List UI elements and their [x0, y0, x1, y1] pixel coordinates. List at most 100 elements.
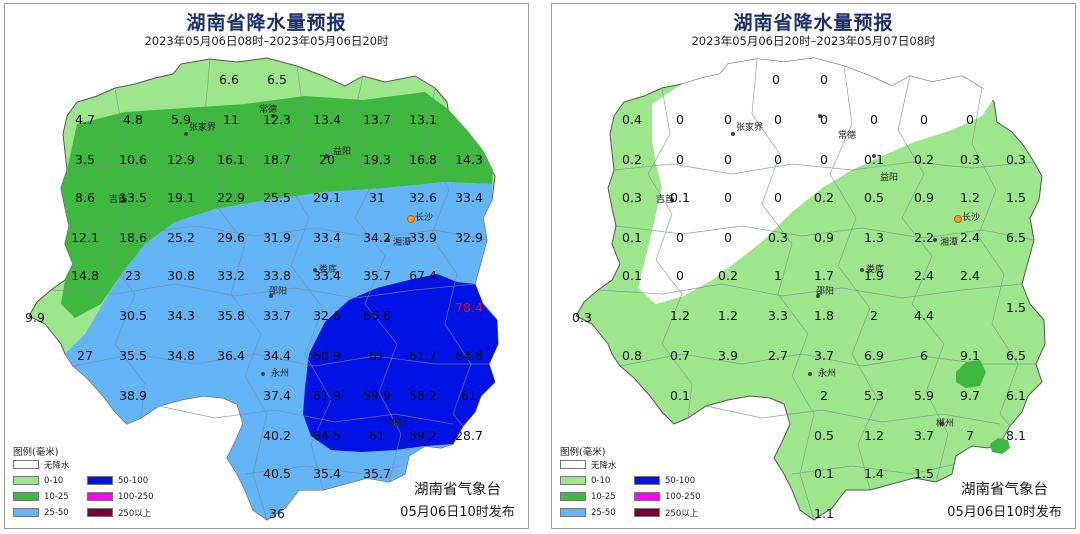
rainfall-value: 34.8	[167, 348, 195, 363]
rainfall-value: 19.3	[363, 152, 391, 167]
rainfall-value: 2.4	[960, 268, 980, 283]
rainfall-value: 30.8	[167, 268, 195, 283]
legend-label: 无降水	[44, 460, 70, 471]
rainfall-value: 31	[369, 190, 385, 205]
hunan-rainfall-map-left: 张家界 常德 益阳 吉首 长沙 湘潭 娄底 邵阳 永州 郴州 6.6 6.5 4.7…	[25, 57, 499, 521]
rainfall-value: 3.9	[718, 348, 738, 363]
rainfall-value: 61.7	[409, 348, 437, 363]
rainfall-value: 3.5	[75, 152, 95, 167]
rainfall-value: 0	[820, 72, 828, 87]
legend-swatch	[13, 460, 39, 469]
rainfall-value: 65.6	[363, 308, 391, 323]
legend-label: 0-10	[44, 475, 64, 486]
forecast-map-panel-left: 张家界 常德 益阳 吉首 长沙 湘潭 娄底 邵阳 永州 郴州 6.6 6.5 4.7…	[4, 3, 529, 529]
rainfall-value: 25.5	[263, 190, 291, 205]
legend-label: 25-50	[44, 507, 69, 518]
legend-item-50-100: 50-100	[87, 475, 148, 486]
city-label: 湘潭	[393, 236, 411, 248]
rainfall-value: 22.9	[217, 190, 245, 205]
rainfall-value: 18.6	[119, 230, 147, 245]
rainfall-value: 10.6	[119, 152, 147, 167]
legend-title: 图例(毫米)	[13, 447, 59, 458]
city-label: 常德	[838, 129, 856, 141]
city-label: 永州	[271, 367, 289, 379]
rainfall-value: 13.5	[119, 190, 147, 205]
rainfall-value: 33.9	[409, 230, 437, 245]
rainfall-value: 0	[772, 72, 780, 87]
legend-item-100-250: 100-250	[87, 491, 154, 502]
legend-label: 250以上	[665, 508, 699, 519]
legend-swatch	[560, 460, 586, 469]
rainfall-value: 33.4	[455, 190, 483, 205]
rainfall-value: 59.2	[409, 428, 437, 443]
rainfall-value: 0	[676, 152, 684, 167]
rainfall-value: 8.1	[1006, 428, 1026, 443]
rainfall-value: 0.3	[572, 310, 592, 325]
hunan-rainfall-map-right: 张家界 常德 益阳 吉首 长沙 湘潭 娄底 邵阳 永州 郴州 0 00.4 0 0 0 0…	[572, 57, 1046, 521]
issue-time: 05月06日10时发布	[947, 505, 1062, 520]
legend-swatch	[87, 492, 113, 501]
city-label: 张家界	[189, 121, 216, 133]
rainfall-value: 2	[820, 388, 828, 403]
legend-item-50-100: 50-100	[634, 475, 695, 486]
rainfall-value: 14.8	[71, 268, 99, 283]
rainfall-value: 34.4	[263, 348, 291, 363]
rainfall-value: 2.4	[914, 268, 934, 283]
rainfall-value: 14.3	[455, 152, 483, 167]
rainfall-value: 13.7	[363, 112, 391, 127]
rainfall-value: 61	[369, 348, 385, 363]
rainfall-value: 61	[461, 388, 477, 403]
rainfall-value: 0.8	[622, 348, 642, 363]
rainfall-value: 33.8	[263, 268, 291, 283]
map-title: 湖南省降水量预报	[733, 12, 894, 34]
rainfall-value: 1	[774, 268, 782, 283]
legend-label: 50-100	[665, 475, 696, 486]
rainfall-value: 0	[920, 112, 928, 127]
rainfall-value: 36.4	[217, 348, 245, 363]
rainfall-value: 5.3	[864, 388, 884, 403]
city-label: 郴州	[389, 417, 407, 429]
rainfall-value: 2.4	[960, 230, 980, 245]
legend-swatch	[87, 476, 113, 485]
rainfall-value: 19.1	[167, 190, 195, 205]
rainfall-value: 0.1	[622, 268, 642, 283]
rainfall-value: 1.9	[864, 268, 884, 283]
legend-label: 100-250	[118, 491, 154, 502]
rainfall-value: 29.1	[313, 190, 341, 205]
legend-swatch	[560, 476, 586, 485]
rainfall-value: 6.6	[219, 72, 239, 87]
rainfall-value: 0	[774, 112, 782, 127]
rainfall-value: 1.2	[960, 190, 980, 205]
legend-label: 10-25	[591, 491, 616, 502]
map-date-range: 2023年05月06日20时–2023年05月07日08时	[691, 34, 936, 48]
city-label: 吉首	[656, 193, 674, 205]
rainfall-value: 0	[820, 152, 828, 167]
legend-swatch	[87, 508, 113, 517]
rainfall-value: 38.9	[119, 388, 147, 403]
rainfall-value: 16.1	[217, 152, 245, 167]
rainfall-value: 23	[125, 268, 141, 283]
map-title: 湖南省降水量预报	[186, 12, 347, 34]
rainfall-value: 6.5	[267, 72, 287, 87]
rainfall-value: 0.9	[814, 230, 834, 245]
rainfall-value: 0.5	[814, 428, 834, 443]
rainfall-value: 1.2	[670, 308, 690, 323]
rainfall-value: 1.3	[864, 230, 884, 245]
city-label: 娄底	[319, 263, 337, 275]
rainfall-values: 6.6 6.5 4.7 4.8 5.9 11 12.3 13.4 13.7 13.1 3.5 10.6…	[25, 72, 483, 521]
map-legend: 图例(毫米) 无降水 0-10 10-25 25-50 50-100 100-2…	[560, 444, 710, 528]
rainfall-value: 67.4	[409, 268, 437, 283]
rainfall-value: 0	[724, 152, 732, 167]
rainfall-value: 4.4	[914, 308, 934, 323]
rainfall-value: 0	[966, 112, 974, 127]
legend-item-0-10: 0-10	[13, 475, 63, 486]
legend-swatch	[13, 508, 39, 517]
rainfall-value: 0.1	[864, 152, 884, 167]
rainfall-value: 35.8	[217, 308, 245, 323]
legend-item-none: 无降水	[13, 459, 70, 471]
rainfall-value: 3.7	[814, 348, 834, 363]
rainfall-value: 0	[724, 190, 732, 205]
rainfall-value: 32.9	[455, 230, 483, 245]
rainfall-value: 61.9	[313, 388, 341, 403]
legend-swatch	[634, 508, 660, 517]
